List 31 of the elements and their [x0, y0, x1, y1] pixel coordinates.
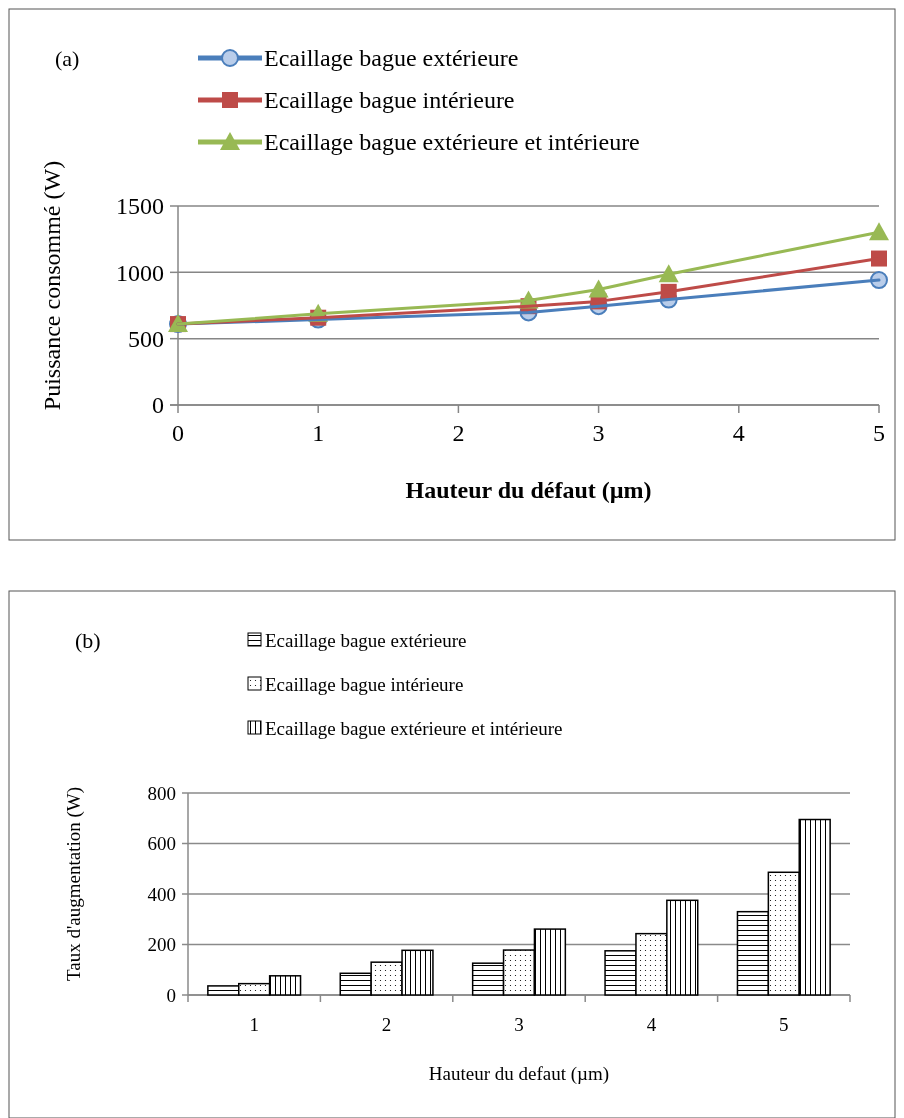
y-tick-label: 0 [152, 392, 164, 419]
y-tick-label: 400 [147, 883, 176, 905]
legend-label: Ecaillage bague extérieure et intérieure [265, 717, 563, 739]
y-tick-label: 500 [128, 326, 164, 353]
y-tick-label: 600 [147, 833, 176, 855]
legend-label: Ecaillage bague extérieure [264, 45, 519, 72]
x-tick-label: 4 [646, 1014, 657, 1035]
x-tick-label: 5 [873, 420, 885, 446]
y-tick-label: 200 [147, 934, 176, 956]
y-tick-label: 1000 [116, 259, 164, 286]
x-tick-label: 3 [514, 1014, 524, 1035]
y-tick-label: 0 [166, 984, 176, 1006]
x-tick-label: 4 [732, 420, 745, 446]
legend-label: Ecaillage bague intérieure [265, 673, 464, 695]
legend-label: Ecaillage bague extérieure [265, 629, 467, 651]
x-tick-label: 1 [312, 420, 325, 446]
legend-label: Ecaillage bague extérieure et intérieure [264, 129, 640, 156]
y-tick-label: 1500 [116, 193, 164, 220]
x-axis-title: Hauteur du defaut (µm) [428, 1063, 610, 1085]
y-axis-title: Puissance consommé (W) [39, 160, 65, 411]
x-tick-label: 2 [381, 1014, 392, 1035]
x-tick-label: 5 [779, 1014, 789, 1035]
y-axis-title: Taux d'augmentation (W) [63, 786, 85, 982]
chart-title: (a) [55, 46, 80, 71]
chart-title: (b) [75, 628, 101, 653]
x-axis-title: Hauteur du défaut (µm) [405, 477, 652, 503]
y-tick-label: 800 [147, 782, 176, 804]
legend-label: Ecaillage bague intérieure [264, 87, 515, 114]
x-tick-label: 1 [249, 1014, 259, 1035]
x-tick-label: 2 [452, 420, 465, 446]
x-tick-label: 3 [592, 420, 605, 446]
